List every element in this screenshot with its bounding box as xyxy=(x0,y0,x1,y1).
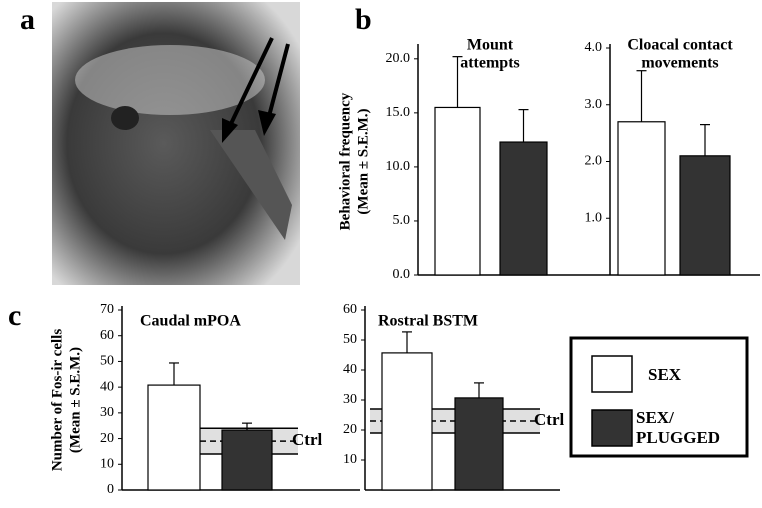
y-axis-label: Behavioral frequency xyxy=(337,92,353,230)
y-tick-label: 10.0 xyxy=(386,159,411,174)
y-tick-label: 70 xyxy=(100,302,114,317)
y-tick-label: 10 xyxy=(100,457,114,472)
y-tick-label: 60 xyxy=(100,328,114,343)
chart-title: Mount xyxy=(467,37,514,54)
chart-title: Rostral BSTM xyxy=(378,313,478,330)
y-tick-label: 30 xyxy=(343,392,357,407)
y-tick-label: 3.0 xyxy=(585,97,603,112)
legend-label: SEX xyxy=(648,365,682,384)
y-tick-label: 5.0 xyxy=(393,213,411,228)
y-tick-label: 15.0 xyxy=(386,105,411,120)
y-tick-label: 2.0 xyxy=(585,154,603,169)
chart-title: Cloacal contact xyxy=(627,37,733,54)
y-tick-label: 40 xyxy=(343,362,357,377)
y-tick-label: 40 xyxy=(100,379,114,394)
y-tick-label: 30 xyxy=(100,405,114,420)
y-tick-label: 1.0 xyxy=(585,210,603,225)
y-tick-label: 60 xyxy=(343,302,357,317)
panel-label: b xyxy=(355,3,372,36)
y-tick-label: 0.0 xyxy=(393,267,411,282)
bar xyxy=(499,141,548,276)
bar xyxy=(679,155,731,276)
bar xyxy=(147,384,201,491)
chart-title: Caudal mPOA xyxy=(140,313,241,330)
chart-title: movements xyxy=(641,55,718,72)
bar xyxy=(221,429,273,491)
legend-label: PLUGGED xyxy=(636,428,720,447)
y-tick-label: 20 xyxy=(100,431,114,446)
bar xyxy=(434,106,481,276)
y-axis-label: (Mean ± S.E.M.) xyxy=(355,108,371,214)
legend: SEX SEX/ PLUGGED xyxy=(569,336,749,458)
panel-label: a xyxy=(20,3,35,36)
legend-swatch xyxy=(591,355,633,393)
photo xyxy=(52,2,300,285)
control-label: Ctrl xyxy=(292,430,322,449)
y-tick-label: 20 xyxy=(343,422,357,437)
y-tick-label: 10 xyxy=(343,452,357,467)
bar xyxy=(617,121,666,276)
y-tick-label: 50 xyxy=(343,332,357,347)
y-tick-label: 4.0 xyxy=(585,40,603,55)
y-axis-label: Number of Fos-ir cells xyxy=(49,329,65,472)
y-tick-label: 20.0 xyxy=(386,51,411,66)
y-tick-label: 0 xyxy=(107,482,114,497)
bar xyxy=(381,352,433,491)
chart-title: attempts xyxy=(460,55,520,72)
bar xyxy=(454,397,504,491)
panel-label: c xyxy=(8,299,21,332)
y-axis-label: (Mean ± S.E.M.) xyxy=(67,347,83,453)
legend-label: SEX/ xyxy=(636,408,674,427)
y-tick-label: 50 xyxy=(100,354,114,369)
control-label: Ctrl xyxy=(534,410,564,429)
legend-swatch xyxy=(591,409,633,447)
